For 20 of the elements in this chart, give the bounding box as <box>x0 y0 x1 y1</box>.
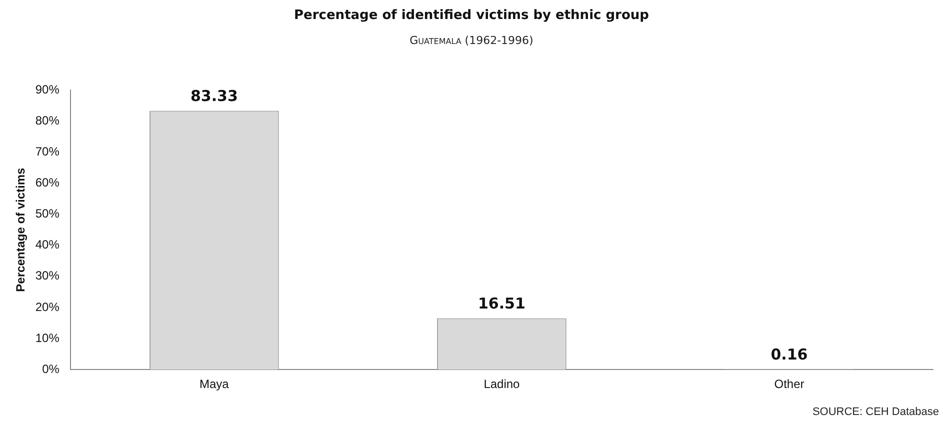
y-tick-label: 70% <box>35 144 60 158</box>
y-tick-label: 60% <box>35 176 60 190</box>
y-tick-label: 80% <box>35 113 60 128</box>
y-axis-title: Percentage of victims <box>14 167 28 292</box>
chart-subtitle: Guatemala (1962-1996) <box>408 34 534 47</box>
x-tick-label: Maya <box>200 377 230 392</box>
y-tick-label: 10% <box>35 330 60 345</box>
y-tick-label: 40% <box>35 238 60 252</box>
y-tick-label: 0% <box>42 362 60 376</box>
data-label: 0.16 <box>770 345 808 364</box>
data-label: 16.51 <box>478 294 526 313</box>
y-tick-label: 30% <box>35 268 60 283</box>
x-tick-label: Ladino <box>484 377 520 392</box>
data-label: 83.33 <box>190 87 238 106</box>
y-tick-label: 20% <box>35 300 60 314</box>
y-tick-label: 50% <box>35 206 60 221</box>
y-tick-label: 90% <box>35 82 60 96</box>
x-tick-label: Other <box>774 377 804 392</box>
source-note: SOURCE: CEH Database <box>812 406 939 418</box>
chart-title: Percentage of identified victims by ethnic group <box>293 8 650 23</box>
